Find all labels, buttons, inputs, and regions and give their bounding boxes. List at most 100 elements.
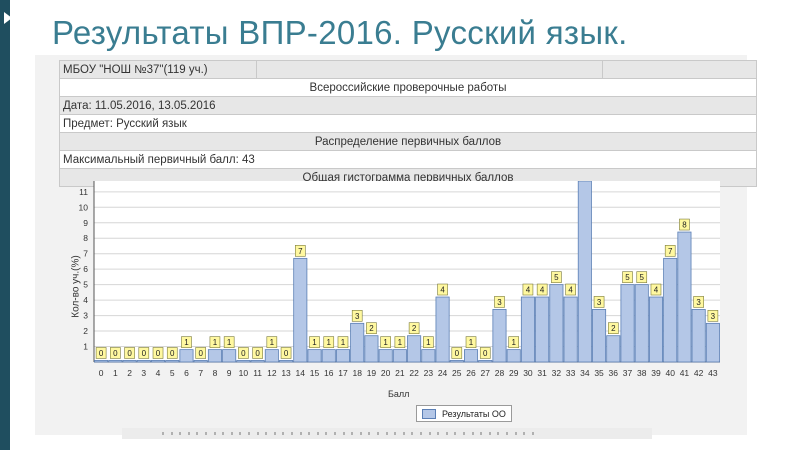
data-label-box <box>309 336 320 348</box>
y-tick-label: 4 <box>83 295 88 305</box>
data-label: 3 <box>497 298 502 307</box>
data-label-box <box>664 245 676 257</box>
strip-tick <box>480 432 483 435</box>
strip-tick <box>437 432 440 435</box>
strip-tick <box>179 432 182 435</box>
data-label: 5 <box>640 273 645 282</box>
bar-40 <box>663 257 678 363</box>
strip-tick <box>162 432 164 435</box>
bar-12 <box>264 349 279 363</box>
data-label: 1 <box>341 338 346 347</box>
data-label: 4 <box>440 286 445 295</box>
legend-swatch <box>422 408 436 419</box>
bar-24 <box>435 296 450 363</box>
data-label: 0 <box>284 349 289 358</box>
data-label-box <box>266 336 278 348</box>
strip-tick <box>488 432 491 435</box>
y-tick-label: 1 <box>83 342 88 352</box>
data-label-box <box>209 336 221 348</box>
strip-tick <box>239 432 242 435</box>
max-score-row: Максимальный первичный балл: 43 <box>59 150 757 169</box>
data-label-box <box>693 296 704 308</box>
strip-tick <box>394 432 397 435</box>
x-tick-label: 36 <box>609 368 619 378</box>
y-tick-label: 10 <box>79 202 89 212</box>
bar-43 <box>705 322 720 363</box>
x-tick-label: 40 <box>665 368 675 378</box>
data-label-box <box>408 322 420 335</box>
data-label: 7 <box>668 247 673 256</box>
x-tick-label: 1 <box>113 368 118 378</box>
bar-41 <box>677 231 692 363</box>
bar-9 <box>222 349 237 363</box>
data-label-box <box>366 322 377 335</box>
data-label-box <box>124 347 135 359</box>
x-tick-label: 28 <box>495 368 505 378</box>
bar-38 <box>634 284 649 363</box>
bar-18 <box>350 322 365 363</box>
x-tick-label: 30 <box>523 368 533 378</box>
x-tick-label: 9 <box>227 368 232 378</box>
data-label: 0 <box>156 349 161 358</box>
empty-cell <box>255 60 604 79</box>
data-label-box <box>650 283 662 296</box>
strip-tick <box>308 432 311 435</box>
data-label-box <box>437 283 448 296</box>
strip-tick <box>506 432 508 435</box>
bar-1 <box>108 360 123 363</box>
x-tick-label: 6 <box>184 368 189 378</box>
bar-15 <box>307 349 322 363</box>
data-label: 0 <box>113 349 118 358</box>
strip-tick <box>445 432 448 435</box>
data-label-box <box>238 347 249 359</box>
x-tick-label: 34 <box>580 368 590 378</box>
data-label: 4 <box>540 286 545 295</box>
data-label: 1 <box>426 338 431 347</box>
strip-tick <box>170 432 173 435</box>
bar-8 <box>207 349 222 363</box>
x-tick-label: 27 <box>481 368 491 378</box>
x-tick-label: 13 <box>281 368 291 378</box>
x-tick-label: 32 <box>552 368 562 378</box>
report-info-table: МБОУ "НОШ №37"(119 уч.) Всероссийские пр… <box>59 60 757 187</box>
x-tick-label: 10 <box>239 368 249 378</box>
section-cell: Распределение первичных баллов <box>59 132 757 151</box>
bar-29 <box>506 349 521 363</box>
bar-31 <box>535 296 550 363</box>
data-label-box <box>252 347 263 359</box>
bar-7 <box>193 360 208 363</box>
strip-tick <box>196 432 199 435</box>
data-label: 3 <box>355 312 360 321</box>
bar-37 <box>620 284 635 363</box>
bar-32 <box>549 284 564 363</box>
data-label-box <box>166 347 178 359</box>
data-label-box <box>465 336 477 348</box>
data-label: 5 <box>554 273 559 282</box>
strip-tick <box>368 432 371 435</box>
bar-34 <box>577 181 592 363</box>
bar-25 <box>449 360 464 363</box>
data-label-box <box>423 336 434 348</box>
x-tick-label: 26 <box>466 368 476 378</box>
data-label-box <box>337 336 349 348</box>
max-score-cell: Максимальный первичный балл: 43 <box>59 150 757 169</box>
strip-tick <box>230 432 233 435</box>
strip-tick <box>385 432 388 435</box>
data-label: 0 <box>255 349 260 358</box>
x-tick-label: 39 <box>651 368 661 378</box>
data-label: 4 <box>568 286 573 295</box>
data-label: 1 <box>398 338 403 347</box>
x-tick-label: 24 <box>438 368 448 378</box>
bar-28 <box>492 309 507 363</box>
bar-5 <box>165 360 180 363</box>
data-label: 1 <box>213 338 218 347</box>
x-tick-label: 38 <box>637 368 647 378</box>
strip-tick <box>402 432 405 435</box>
x-tick-label: 8 <box>213 368 218 378</box>
date-row: Дата: 11.05.2016, 13.05.2016 <box>59 96 757 115</box>
y-tick-label: 5 <box>83 280 88 290</box>
data-label: 4 <box>526 286 531 295</box>
x-tick-label: 42 <box>694 368 704 378</box>
data-label-box <box>95 347 107 359</box>
strip-tick <box>454 432 457 435</box>
